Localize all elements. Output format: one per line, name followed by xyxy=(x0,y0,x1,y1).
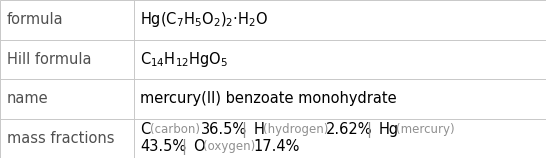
Text: formula: formula xyxy=(7,12,63,27)
Text: 17.4%: 17.4% xyxy=(253,140,300,154)
Text: H: H xyxy=(253,122,264,137)
Text: mass fractions: mass fractions xyxy=(7,131,114,146)
Text: 43.5%: 43.5% xyxy=(140,140,186,154)
Text: O: O xyxy=(193,140,205,154)
Text: |: | xyxy=(181,139,186,155)
Text: C: C xyxy=(140,122,151,137)
Text: |: | xyxy=(366,122,371,138)
Text: mercury(II) benzoate monohydrate: mercury(II) benzoate monohydrate xyxy=(140,91,397,106)
Text: 36.5%: 36.5% xyxy=(200,122,247,137)
Text: C$_{14}$H$_{12}$HgO$_5$: C$_{14}$H$_{12}$HgO$_5$ xyxy=(140,50,228,69)
Text: name: name xyxy=(7,91,48,106)
Text: Hg(C$_7$H$_5$O$_2$)$_2$·H$_2$O: Hg(C$_7$H$_5$O$_2$)$_2$·H$_2$O xyxy=(140,10,269,29)
Text: Hg: Hg xyxy=(378,122,399,137)
Text: (carbon): (carbon) xyxy=(150,123,200,136)
Text: Hill formula: Hill formula xyxy=(7,52,91,67)
Text: (mercury): (mercury) xyxy=(396,123,454,136)
Text: (oxygen): (oxygen) xyxy=(203,140,255,153)
Text: 2.62%: 2.62% xyxy=(325,122,372,137)
Text: (hydrogen): (hydrogen) xyxy=(263,123,329,136)
Text: |: | xyxy=(241,122,246,138)
